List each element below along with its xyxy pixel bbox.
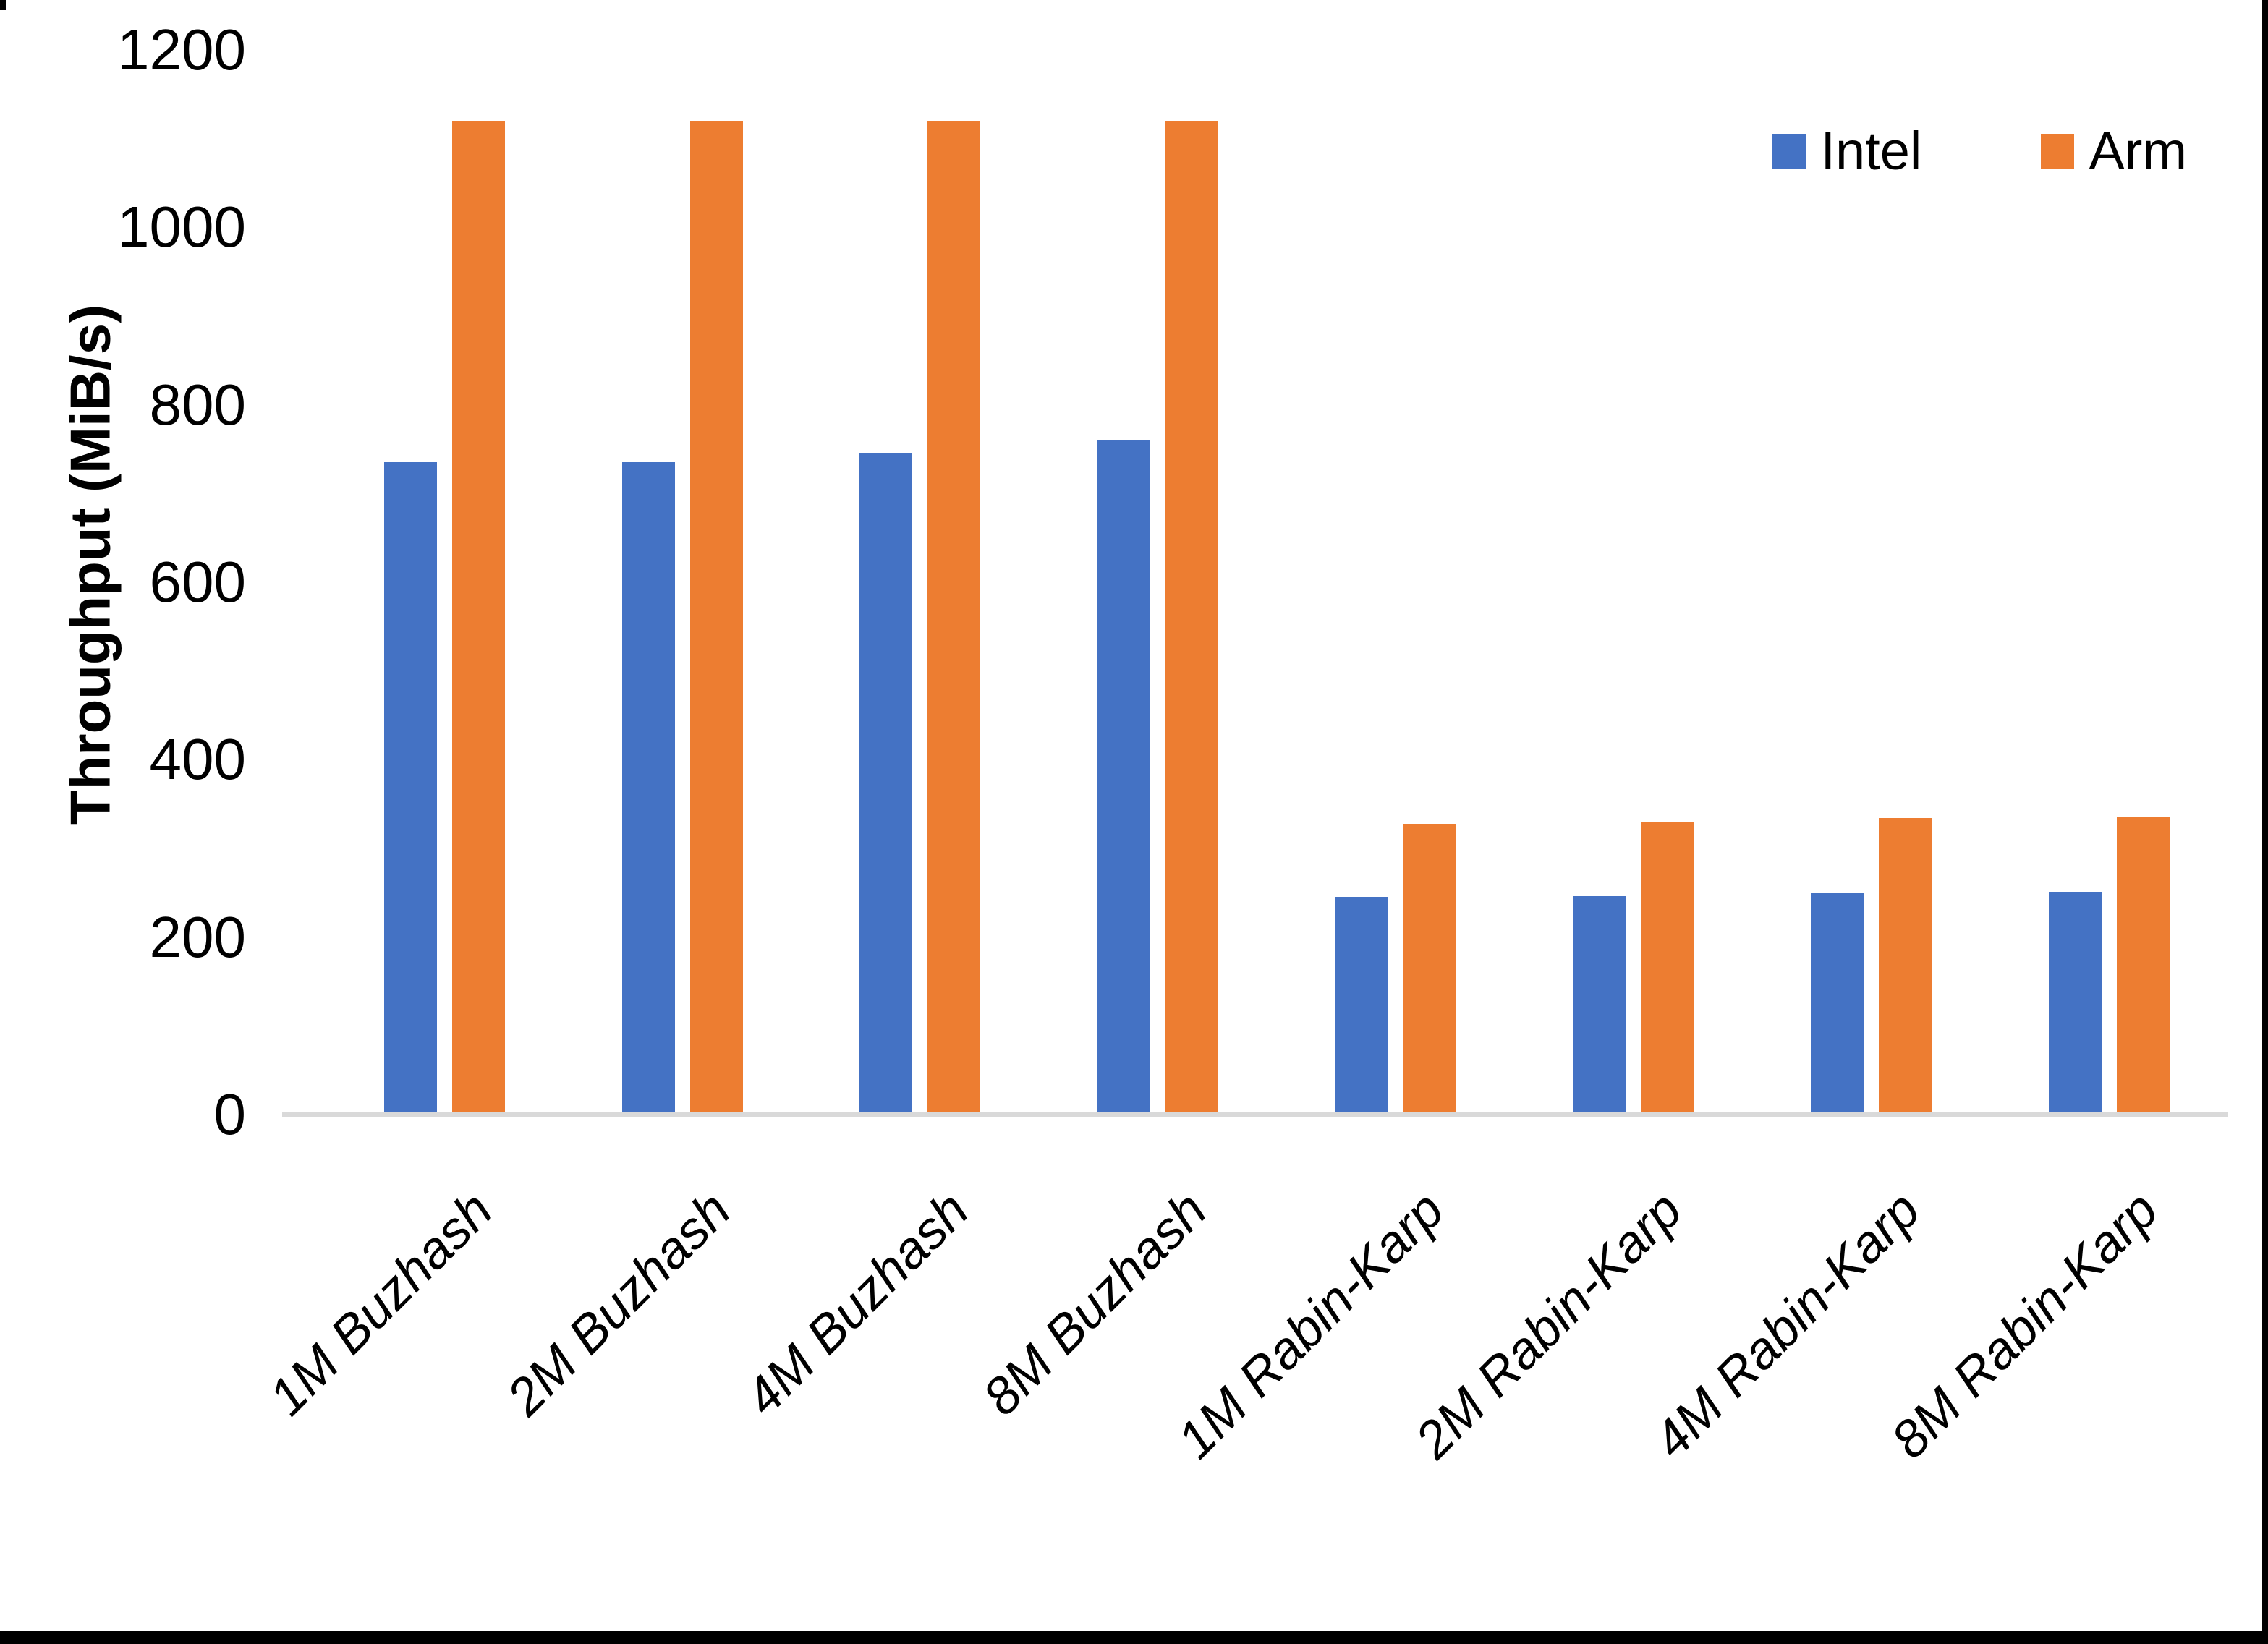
- plot-area: [326, 50, 2228, 1115]
- screenshot-corner-mark: [0, 0, 6, 10]
- bar-intel-4M Buzhash: [859, 453, 913, 1115]
- bar-arm-2M Buzhash: [689, 121, 743, 1115]
- legend-label-arm: Arm: [2089, 121, 2187, 181]
- legend-label-intel: Intel: [1820, 121, 1922, 181]
- legend: Intel Arm: [1772, 124, 2187, 178]
- y-tick-label-400: 400: [149, 727, 246, 792]
- x-axis-line: [282, 1112, 2228, 1117]
- bar-intel-1M Rabin-Karp: [1335, 897, 1388, 1115]
- bar-arm-8M Buzhash: [1165, 121, 1219, 1115]
- bar-arm-1M Buzhash: [451, 121, 505, 1115]
- category-group-4M Rabin-Karp: [1753, 50, 1991, 1115]
- bar-arm-1M Rabin-Karp: [1403, 824, 1456, 1115]
- y-tick-label-1200: 1200: [117, 17, 246, 82]
- legend-swatch-arm: [2041, 134, 2075, 169]
- bar-intel-4M Rabin-Karp: [1811, 893, 1864, 1115]
- bar-intel-8M Rabin-Karp: [2049, 892, 2102, 1115]
- screenshot-bottom-border: [0, 1631, 2268, 1644]
- bar-intel-2M Rabin-Karp: [1573, 896, 1626, 1115]
- legend-item-intel: Intel: [1772, 124, 1921, 178]
- category-group-2M Buzhash: [564, 50, 802, 1115]
- bar-arm-4M Rabin-Karp: [1879, 818, 1932, 1115]
- screenshot-right-border: [2262, 0, 2268, 1644]
- legend-item-arm: Arm: [2041, 124, 2187, 178]
- y-tick-label-1000: 1000: [117, 195, 246, 260]
- category-group-2M Rabin-Karp: [1515, 50, 1753, 1115]
- category-group-8M Rabin-Karp: [1990, 50, 2228, 1115]
- bar-intel-8M Buzhash: [1097, 440, 1151, 1115]
- category-group-8M Buzhash: [1039, 50, 1277, 1115]
- bar-arm-8M Rabin-Karp: [2117, 817, 2170, 1115]
- category-group-4M Buzhash: [802, 50, 1040, 1115]
- bar-arm-4M Buzhash: [927, 121, 981, 1115]
- category-group-1M Buzhash: [326, 50, 564, 1115]
- bar-intel-2M Buzhash: [621, 462, 675, 1115]
- y-tick-label-0: 0: [213, 1082, 247, 1146]
- y-tick-label-200: 200: [149, 904, 246, 969]
- y-tick-label-600: 600: [149, 550, 246, 614]
- bar-arm-2M Rabin-Karp: [1641, 822, 1694, 1115]
- legend-swatch-intel: [1772, 134, 1806, 169]
- y-tick-label-800: 800: [149, 372, 246, 437]
- category-group-1M Rabin-Karp: [1277, 50, 1515, 1115]
- bar-intel-1M Buzhash: [383, 462, 437, 1115]
